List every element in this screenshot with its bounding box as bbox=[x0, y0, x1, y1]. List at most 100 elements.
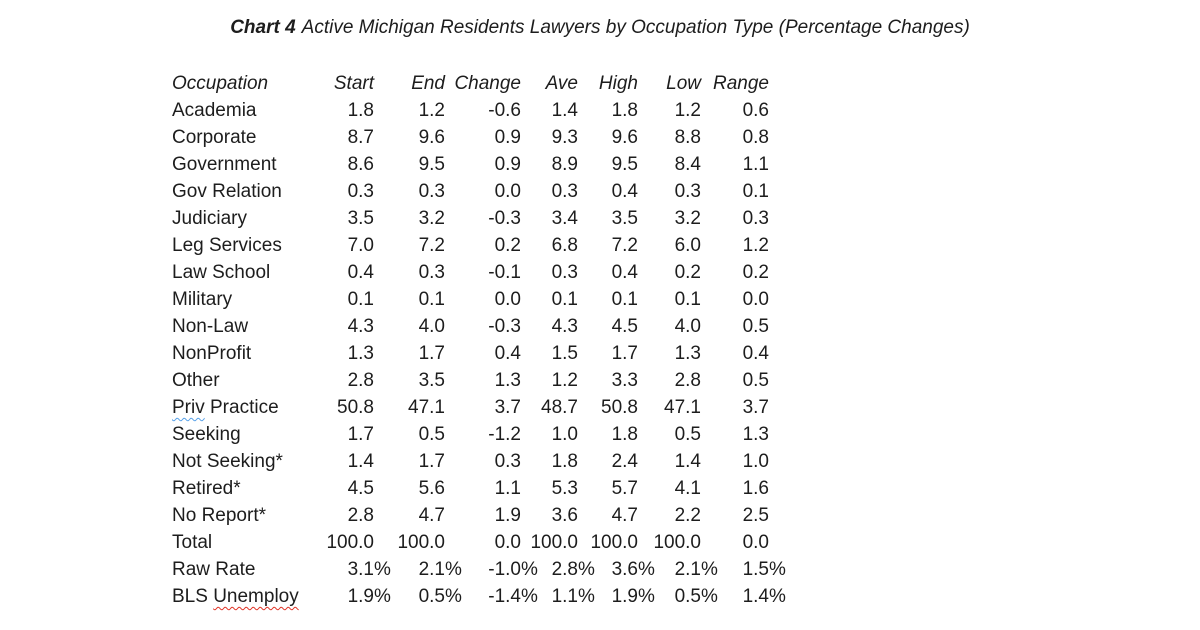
value-cell: 0.5% bbox=[418, 586, 462, 607]
value-cell: 2.8% bbox=[551, 559, 595, 580]
column-header-ave: Ave bbox=[545, 73, 578, 94]
value-cell: 0.1 bbox=[347, 289, 374, 310]
value-cell: 9.6 bbox=[611, 127, 638, 148]
value-cell: 0.5 bbox=[742, 370, 769, 391]
occupation-cell: Academia bbox=[172, 100, 257, 121]
table-row: Other 2.8 3.5 1.3 1.2 3.3 2.8 0.5 bbox=[172, 367, 769, 394]
value-cell: 0.4 bbox=[347, 262, 374, 283]
value-cell: 4.7 bbox=[418, 505, 445, 526]
value-cell: 47.1 bbox=[408, 397, 445, 418]
value-cell: 0.4 bbox=[611, 262, 638, 283]
value-cell: 100.0 bbox=[397, 532, 445, 553]
value-cell: 1.1 bbox=[494, 478, 521, 499]
value-cell: 0.3 bbox=[742, 208, 769, 229]
value-cell: 2.8 bbox=[347, 370, 374, 391]
occupation-cell: Raw Rate bbox=[172, 559, 256, 580]
value-cell: 1.1% bbox=[551, 586, 595, 607]
value-cell: 3.1% bbox=[347, 559, 391, 580]
table-header-row: Occupation Start End Change Ave High Low Range bbox=[172, 70, 769, 97]
value-cell: 3.6 bbox=[551, 505, 578, 526]
value-cell: 4.7 bbox=[611, 505, 638, 526]
value-cell: 4.3 bbox=[551, 316, 578, 337]
value-cell: -1.0% bbox=[488, 559, 538, 580]
value-cell: 9.3 bbox=[551, 127, 578, 148]
occupation-cell: Seeking bbox=[172, 424, 241, 445]
value-cell: 4.0 bbox=[418, 316, 445, 337]
value-cell: 1.7 bbox=[418, 343, 445, 364]
value-cell: 0.5% bbox=[674, 586, 718, 607]
value-cell: 0.3 bbox=[347, 181, 374, 202]
value-cell: 0.1 bbox=[674, 289, 701, 310]
value-cell: 2.5 bbox=[742, 505, 769, 526]
occupation-cell: Total bbox=[172, 532, 213, 553]
value-cell: 100.0 bbox=[326, 532, 374, 553]
table-row: Total 100.0 100.0 0.0 100.0 100.0 100.0 0.0 bbox=[172, 529, 769, 556]
occupation-cell: Law School bbox=[172, 262, 271, 283]
table-row: Retired* 4.5 5.6 1.1 5.3 5.7 4.1 1.6 bbox=[172, 475, 769, 502]
value-cell: 1.4% bbox=[742, 586, 786, 607]
value-cell: 1.6 bbox=[742, 478, 769, 499]
table-row: BLS Unemploy 1.9% 0.5% -1.4% 1.1% 1.9% 0.5% 1.4… bbox=[172, 583, 786, 610]
occupation-cell: Gov Relation bbox=[172, 181, 282, 202]
value-cell: 5.7 bbox=[611, 478, 638, 499]
value-cell: 1.0 bbox=[551, 424, 578, 445]
value-cell: 0.0 bbox=[494, 289, 521, 310]
value-cell: 9.6 bbox=[418, 127, 445, 148]
value-cell: 0.3 bbox=[551, 181, 578, 202]
value-cell: 1.7 bbox=[611, 343, 638, 364]
table-row: No Report* 2.8 4.7 1.9 3.6 4.7 2.2 2.5 bbox=[172, 502, 769, 529]
occupation-cell: Other bbox=[172, 370, 220, 391]
value-cell: 0.2 bbox=[494, 235, 521, 256]
value-cell: 1.4 bbox=[551, 100, 578, 121]
value-cell: 1.1 bbox=[742, 154, 769, 175]
occupation-cell: BLS Unemploy bbox=[172, 586, 299, 607]
table-row: Gov Relation 0.3 0.3 0.0 0.3 0.4 0.3 0.1 bbox=[172, 178, 769, 205]
value-cell: 1.5 bbox=[551, 343, 578, 364]
value-cell: 0.4 bbox=[494, 343, 521, 364]
value-cell: 0.1 bbox=[418, 289, 445, 310]
value-cell: 1.8 bbox=[551, 451, 578, 472]
value-cell: 2.8 bbox=[674, 370, 701, 391]
chart-title-prefix: Chart 4 bbox=[230, 17, 296, 38]
value-cell: 3.2 bbox=[418, 208, 445, 229]
value-cell: 1.3 bbox=[674, 343, 701, 364]
value-cell: 50.8 bbox=[337, 397, 374, 418]
value-cell: 0.5 bbox=[418, 424, 445, 445]
table-row: Raw Rate 3.1% 2.1% -1.0% 2.8% 3.6% 2.1% 1.5% bbox=[172, 556, 786, 583]
occupation-cell: Leg Services bbox=[172, 235, 282, 256]
table-row: Government 8.6 9.5 0.9 8.9 9.5 8.4 1.1 bbox=[172, 151, 769, 178]
value-cell: 5.6 bbox=[418, 478, 445, 499]
value-cell: 0.2 bbox=[742, 262, 769, 283]
value-cell: 0.3 bbox=[551, 262, 578, 283]
value-cell: 5.3 bbox=[551, 478, 578, 499]
value-cell: 1.2 bbox=[742, 235, 769, 256]
column-header-high: High bbox=[598, 73, 638, 94]
value-cell: 1.2 bbox=[674, 100, 701, 121]
value-cell: 0.0 bbox=[494, 532, 521, 553]
value-cell: 0.1 bbox=[742, 181, 769, 202]
column-header-change: Change bbox=[454, 73, 521, 94]
table-row: Corporate 8.7 9.6 0.9 9.3 9.6 8.8 0.8 bbox=[172, 124, 769, 151]
value-cell: 0.3 bbox=[674, 181, 701, 202]
value-cell: 1.9% bbox=[347, 586, 391, 607]
table-row: Leg Services 7.0 7.2 0.2 6.8 7.2 6.0 1.2 bbox=[172, 232, 769, 259]
value-cell: 3.4 bbox=[551, 208, 578, 229]
value-cell: 1.5% bbox=[742, 559, 786, 580]
value-cell: -0.1 bbox=[488, 262, 521, 283]
value-cell: 2.1% bbox=[674, 559, 718, 580]
spellcheck-flagged-word: Unemploy bbox=[213, 586, 299, 607]
value-cell: 0.2 bbox=[674, 262, 701, 283]
value-cell: 0.1 bbox=[551, 289, 578, 310]
table-row: Not Seeking* 1.4 1.7 0.3 1.8 2.4 1.4 1.0 bbox=[172, 448, 769, 475]
value-cell: 7.2 bbox=[418, 235, 445, 256]
value-cell: 0.9 bbox=[494, 127, 521, 148]
value-cell: -0.3 bbox=[488, 316, 521, 337]
value-cell: 2.1% bbox=[418, 559, 462, 580]
value-cell: 4.3 bbox=[347, 316, 374, 337]
value-cell: 47.1 bbox=[664, 397, 701, 418]
chart-title-text: Active Michigan Residents Lawyers by Occ… bbox=[301, 17, 970, 38]
table-row: Priv Practice 50.8 47.1 3.7 48.7 50.8 47.1 3.7 bbox=[172, 394, 769, 421]
column-header-low: Low bbox=[666, 73, 701, 94]
value-cell: 4.5 bbox=[611, 316, 638, 337]
value-cell: 0.9 bbox=[494, 154, 521, 175]
